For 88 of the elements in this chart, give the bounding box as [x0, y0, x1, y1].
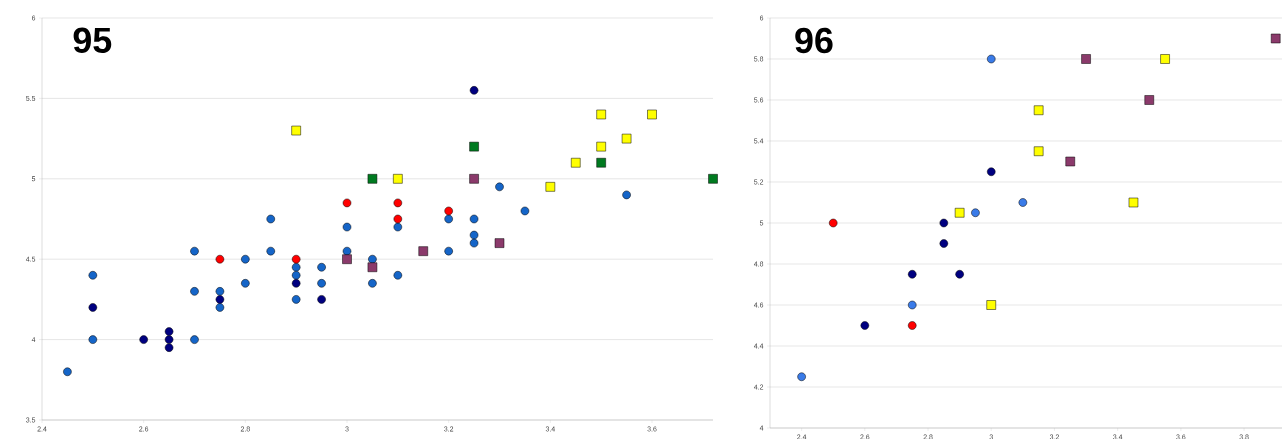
point	[291, 279, 301, 288]
point	[393, 174, 403, 184]
point	[469, 86, 479, 95]
point	[828, 218, 838, 228]
point	[266, 214, 275, 224]
point	[215, 254, 225, 264]
point	[164, 335, 174, 344]
point	[215, 295, 225, 304]
point	[63, 367, 72, 377]
point	[190, 246, 199, 256]
point	[393, 198, 403, 208]
point	[860, 321, 870, 330]
point	[291, 271, 301, 280]
point	[342, 246, 352, 256]
point	[418, 246, 428, 256]
point	[1144, 95, 1155, 105]
point	[622, 190, 631, 200]
point	[1128, 197, 1139, 208]
point	[342, 198, 352, 208]
point	[907, 300, 917, 310]
point	[469, 141, 479, 152]
point	[1018, 198, 1028, 207]
point	[596, 141, 606, 152]
point	[342, 222, 352, 232]
point	[266, 246, 275, 256]
point	[494, 238, 505, 248]
point	[987, 167, 996, 176]
point	[215, 303, 225, 312]
point	[621, 133, 632, 144]
point	[571, 157, 581, 168]
point	[291, 262, 301, 272]
point	[520, 206, 530, 216]
point	[317, 279, 326, 288]
point	[139, 335, 148, 344]
point	[1065, 156, 1076, 167]
point	[190, 287, 199, 296]
point	[469, 174, 479, 184]
point	[215, 287, 225, 296]
point	[393, 214, 403, 224]
point	[596, 109, 606, 120]
point	[291, 125, 301, 136]
point	[291, 295, 301, 304]
point	[495, 182, 504, 192]
point	[954, 208, 965, 218]
point	[444, 246, 453, 256]
point	[88, 271, 98, 280]
point	[971, 208, 980, 217]
point	[1160, 54, 1170, 64]
point	[393, 222, 403, 232]
point	[469, 214, 479, 224]
chart-title: 96	[795, 27, 833, 54]
point	[190, 335, 199, 344]
point	[469, 238, 479, 248]
point	[241, 279, 250, 288]
point	[241, 254, 250, 264]
point	[164, 343, 174, 352]
point	[955, 270, 964, 279]
point	[88, 303, 98, 312]
point	[367, 262, 378, 272]
point	[444, 214, 453, 224]
point	[986, 300, 996, 310]
point	[939, 239, 949, 248]
point	[596, 157, 606, 168]
point	[469, 230, 479, 240]
point	[393, 271, 403, 280]
point	[708, 174, 718, 184]
point	[939, 218, 949, 228]
point	[1033, 105, 1044, 115]
point	[367, 174, 378, 184]
point	[291, 254, 301, 264]
point	[164, 327, 174, 336]
point	[368, 254, 377, 264]
point	[342, 254, 352, 264]
point	[317, 262, 326, 272]
point	[368, 279, 377, 288]
point	[444, 206, 453, 216]
point	[1033, 146, 1044, 156]
point	[987, 54, 996, 64]
point	[317, 295, 326, 304]
point	[88, 335, 98, 344]
point	[907, 270, 917, 279]
point	[797, 372, 806, 381]
point	[647, 109, 657, 120]
point	[1081, 54, 1091, 64]
chart-title: 95	[73, 27, 112, 53]
point	[907, 321, 917, 330]
point	[545, 182, 556, 192]
point	[1270, 33, 1281, 44]
